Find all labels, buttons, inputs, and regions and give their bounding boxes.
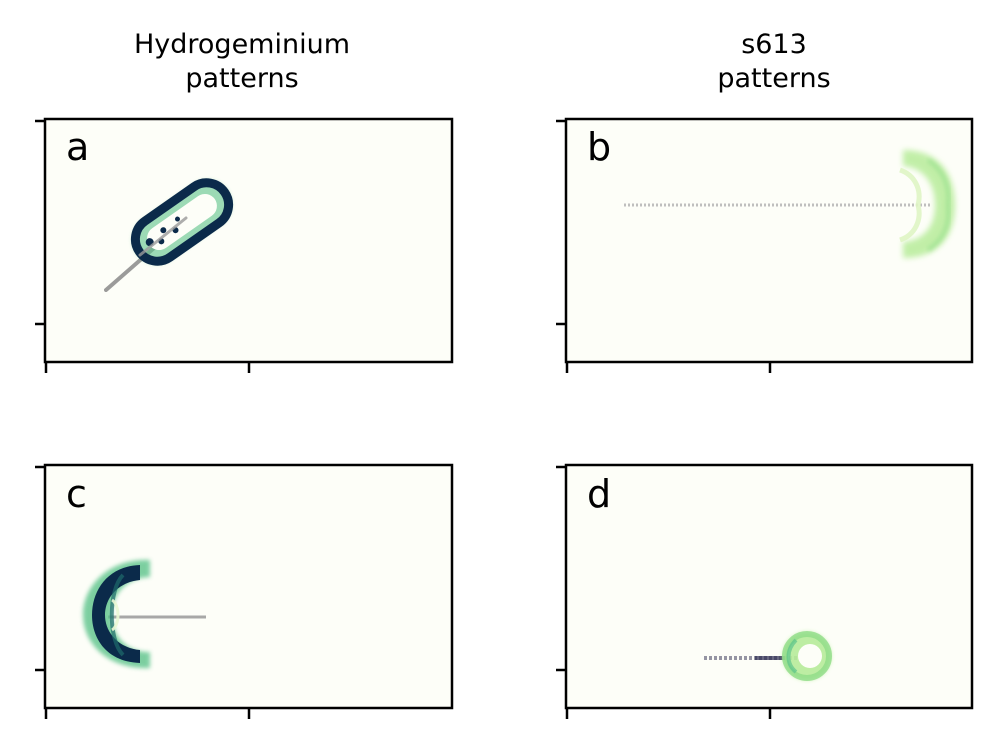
panel-c: c: [35, 463, 454, 719]
panel-a: a: [35, 117, 454, 373]
panel-a-label: a: [66, 125, 89, 169]
panel-d: d: [556, 463, 974, 719]
panel-d-background: [566, 465, 972, 708]
panel-b-label: b: [587, 125, 611, 169]
panel-c-ticks: [35, 465, 251, 719]
panel-b-ticks: [556, 119, 772, 373]
panel-d-label: d: [587, 472, 611, 516]
panel-c-creature: [83, 559, 150, 669]
panel-b: b: [556, 117, 974, 373]
panel-c-label: c: [66, 472, 87, 516]
panel-b-creature: [899, 150, 955, 258]
panel-a-background: [45, 119, 452, 362]
panel-a-trajectory-overlay: [138, 216, 188, 257]
panel-d-ticks: [556, 465, 772, 719]
panel-a-ticks: [35, 119, 251, 373]
column-title-hydrogeminium: Hydrogeminium patterns: [133, 29, 351, 94]
column-title-s613: s613 patterns: [717, 29, 831, 94]
panel-d-creature: [782, 631, 832, 681]
